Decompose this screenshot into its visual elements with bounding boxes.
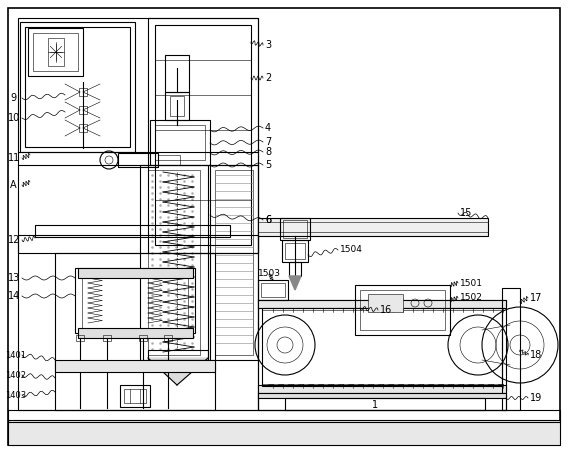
Bar — [258, 280, 288, 300]
Bar — [502, 288, 520, 410]
Bar — [285, 243, 305, 259]
Bar — [261, 283, 285, 297]
Text: 1403: 1403 — [5, 390, 26, 400]
Text: 4: 4 — [265, 123, 271, 133]
Text: 7: 7 — [265, 137, 272, 147]
Bar — [289, 262, 301, 276]
Polygon shape — [148, 358, 208, 385]
Text: 11: 11 — [8, 153, 20, 163]
Bar — [79, 124, 87, 132]
Bar — [79, 106, 87, 114]
Bar — [103, 335, 111, 341]
Text: 2: 2 — [265, 73, 272, 83]
Text: 1401: 1401 — [5, 351, 26, 360]
Bar — [280, 218, 310, 240]
Bar — [262, 308, 502, 386]
Bar — [210, 165, 258, 360]
Text: 1503: 1503 — [258, 270, 281, 279]
Bar — [76, 335, 84, 341]
Text: 12: 12 — [8, 235, 20, 245]
Bar — [78, 268, 193, 278]
Bar — [258, 300, 506, 410]
Bar — [165, 55, 189, 92]
Bar — [368, 294, 403, 312]
Bar — [215, 170, 253, 355]
Text: 1402: 1402 — [5, 371, 26, 380]
Text: 3: 3 — [265, 40, 271, 50]
Bar — [33, 33, 78, 71]
Bar — [25, 27, 130, 147]
Bar — [120, 385, 150, 407]
Text: 6: 6 — [265, 215, 271, 225]
Bar — [262, 310, 502, 384]
Bar — [164, 335, 172, 341]
Bar — [258, 218, 488, 236]
Bar — [258, 395, 506, 410]
Text: 9: 9 — [10, 93, 16, 103]
Text: 17: 17 — [530, 293, 542, 303]
Bar — [148, 18, 258, 253]
Bar — [258, 300, 506, 308]
Bar — [75, 268, 195, 333]
Bar — [55, 253, 215, 410]
Bar — [165, 92, 189, 120]
Text: 15: 15 — [460, 208, 473, 218]
Bar — [79, 88, 87, 96]
Bar — [258, 222, 488, 232]
Bar — [283, 220, 307, 238]
Text: 8: 8 — [265, 147, 271, 157]
Bar — [118, 153, 158, 167]
Bar — [285, 398, 485, 410]
Bar — [18, 235, 258, 253]
Bar — [140, 165, 208, 360]
Bar — [139, 335, 147, 341]
Text: 16: 16 — [380, 305, 392, 315]
Text: 1: 1 — [372, 400, 378, 410]
Bar — [78, 328, 193, 338]
Text: 13: 13 — [8, 273, 20, 283]
Text: 5: 5 — [265, 160, 272, 170]
Bar — [18, 18, 258, 410]
Bar — [258, 393, 506, 398]
Text: 1502: 1502 — [460, 294, 483, 303]
Bar — [360, 290, 445, 330]
Text: 18: 18 — [530, 350, 542, 360]
Bar — [8, 410, 560, 422]
Text: 19: 19 — [530, 393, 542, 403]
Bar — [158, 155, 180, 165]
Text: 1501: 1501 — [460, 279, 483, 288]
Bar — [55, 360, 215, 372]
Text: 14: 14 — [8, 291, 20, 301]
Bar — [82, 273, 188, 328]
Bar — [148, 170, 200, 355]
Bar — [28, 28, 83, 76]
Bar — [150, 120, 210, 165]
Text: 1504: 1504 — [340, 246, 363, 255]
Bar — [170, 96, 184, 116]
Bar — [124, 389, 146, 403]
Polygon shape — [289, 276, 301, 290]
Bar — [148, 350, 208, 360]
Bar — [155, 25, 251, 245]
Bar — [155, 125, 205, 160]
Bar — [8, 420, 560, 445]
Bar — [48, 38, 64, 66]
Text: 10: 10 — [8, 113, 20, 123]
Text: A: A — [10, 180, 16, 190]
Bar — [35, 225, 230, 237]
Text: 6: 6 — [265, 215, 271, 225]
Bar — [355, 285, 450, 335]
Bar — [258, 385, 506, 393]
Bar — [20, 22, 135, 152]
Bar — [282, 240, 308, 262]
